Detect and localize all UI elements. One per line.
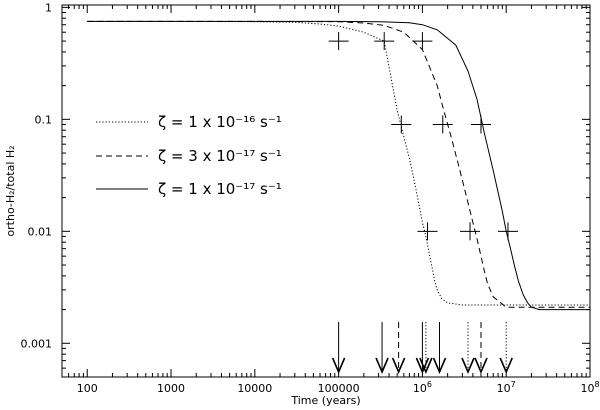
time-arrow: [499, 322, 513, 375]
y-tick-label: 0.001: [21, 337, 53, 350]
cross-marker: [328, 32, 349, 51]
y-axis-label: ortho-H₂/total H₂: [4, 145, 17, 236]
time-arrow: [419, 322, 433, 375]
y-tick-label: 1: [45, 1, 52, 14]
series-line-2: [87, 20, 590, 308]
cross-marker: [470, 115, 491, 134]
legend-label-3: ζ = 1 x 10⁻¹⁷ s⁻¹: [158, 180, 282, 198]
cross-marker: [374, 32, 395, 51]
x-axis-label: Time (years): [290, 394, 360, 407]
x-tick-label: 10000: [237, 382, 272, 395]
cross-marker: [497, 222, 518, 241]
time-arrow: [331, 322, 346, 375]
x-tick-label: 100000: [318, 382, 360, 395]
x-tick-label: 100: [77, 382, 98, 395]
legend-label-1: ζ = 1 x 10⁻¹⁶ s⁻¹: [158, 113, 282, 131]
cross-marker: [412, 32, 433, 51]
cross-marker: [391, 115, 412, 134]
legend: ζ = 1 x 10⁻¹⁶ s⁻¹ ζ = 3 x 10⁻¹⁷ s⁻¹ ζ = 1 …: [96, 113, 282, 198]
time-arrow: [474, 322, 488, 375]
time-arrows: [331, 322, 513, 375]
y-tick-label: 0.1: [35, 113, 53, 126]
y-tick-labels: 0.001 0.01 0.1 1: [21, 1, 53, 350]
legend-label-2: ζ = 3 x 10⁻¹⁷ s⁻¹: [158, 147, 282, 165]
cross-marker: [432, 115, 453, 134]
time-arrow: [375, 322, 389, 375]
x-tick-labels: 100 1000 10000 100000 106 107 108: [77, 380, 600, 395]
x-tick-label: 108: [580, 380, 599, 395]
cross-marker: [417, 222, 438, 241]
plot-frame: [61, 4, 591, 378]
time-arrow: [461, 322, 475, 375]
tick-marks: [61, 5, 590, 378]
cross-markers: [328, 32, 518, 241]
time-arrow: [391, 322, 406, 375]
x-tick-label: 107: [497, 380, 516, 395]
x-tick-label: 1000: [157, 382, 185, 395]
y-tick-label: 0.01: [28, 225, 53, 238]
cross-marker: [460, 222, 481, 241]
series-lines: [87, 20, 590, 311]
time-arrow: [432, 322, 447, 375]
series-line-3: [87, 20, 590, 311]
x-tick-label: 106: [413, 380, 432, 395]
